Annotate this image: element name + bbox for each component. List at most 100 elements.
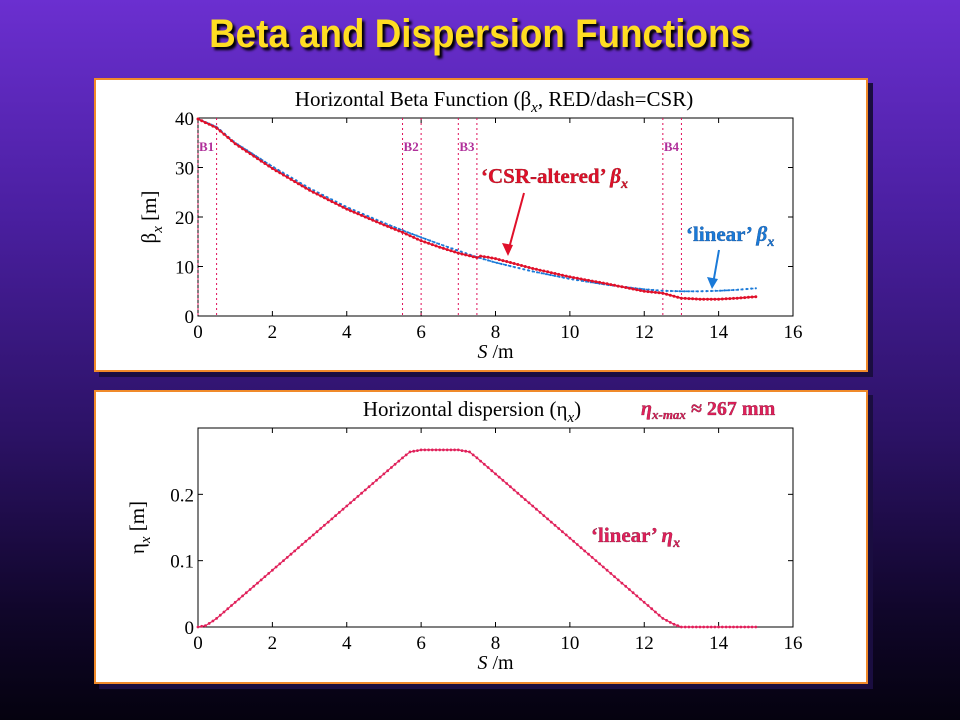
x-tick-label: 16 (784, 322, 803, 343)
dispersion-point (482, 462, 486, 466)
dispersion-point (382, 472, 386, 476)
dispersion-point (360, 491, 363, 495)
linear-beta-point (420, 236, 423, 239)
x-tick-label: 12 (635, 633, 654, 654)
csr-beta-point (330, 200, 334, 204)
linear-beta-point (558, 275, 561, 278)
dispersion-point (378, 475, 382, 479)
dispersion-point (527, 501, 531, 505)
csr-beta-point (345, 207, 349, 211)
x-tick-label: 6 (416, 633, 426, 654)
csr-beta-point (311, 190, 315, 194)
csr-beta-point (549, 271, 553, 275)
csr-beta-point (538, 268, 542, 272)
dispersion-point (241, 594, 245, 598)
linear-beta-point (366, 214, 369, 218)
dispersion-point (244, 591, 248, 595)
dispersion-point (445, 448, 449, 452)
csr-beta-point (627, 286, 631, 290)
dispersion-point (598, 562, 601, 566)
dispersion-chart: 0 2 4 6 8 10 12 14 16 0 0.1 0.2 Horizontal dispersio… (125, 397, 803, 674)
linear-beta-point (348, 207, 351, 210)
linear-beta-point (669, 289, 673, 293)
csr-beta-point (352, 210, 356, 214)
linear-beta-point (692, 290, 695, 293)
dispersion-point (672, 622, 676, 626)
csr-beta-point (620, 285, 624, 289)
linear-beta-point (656, 289, 659, 292)
dispersion-point (568, 536, 572, 540)
x-tick-label: 16 (784, 633, 803, 654)
dispersion-point (356, 495, 360, 498)
dispersion-point (694, 625, 698, 629)
csr-beta-point (244, 149, 248, 153)
linear-beta-point (678, 290, 682, 293)
dispersion-point (442, 448, 445, 452)
csr-beta-point (746, 295, 750, 299)
dispersion-point (304, 539, 308, 543)
dispersion-point (371, 482, 375, 485)
dispersion-point (531, 504, 535, 508)
csr-beta-point (226, 135, 230, 139)
x-tick-label: 6 (416, 322, 426, 343)
linear-beta-point (714, 289, 717, 292)
dispersion-point (587, 552, 590, 556)
csr-arrow-head (502, 243, 513, 256)
dispersion-point (594, 559, 598, 562)
dispersion-point (386, 469, 390, 473)
csr-beta-point (196, 117, 200, 121)
csr-beta-point (564, 274, 568, 278)
dispersion-point (542, 514, 546, 517)
chart-title: Horizontal dispersion (ηx) (363, 397, 581, 426)
dispersion-point (628, 588, 631, 591)
csr-beta-point (579, 277, 583, 281)
csr-beta-point (516, 263, 520, 266)
dispersion-point (564, 533, 568, 537)
dispersion-point (538, 511, 542, 514)
csr-beta-point (631, 287, 635, 291)
dispersion-point (349, 501, 352, 505)
beta-function-panel: 0 2 4 6 8 10 12 14 16 0 10 20 30 40 Horizontal Beta Fu… (94, 78, 868, 372)
csr-beta-point (683, 296, 687, 300)
csr-beta-point (668, 293, 672, 297)
dispersion-point (323, 523, 326, 527)
csr-beta-point (337, 203, 341, 207)
csr-beta-point (601, 281, 605, 285)
dispersion-point (601, 565, 605, 569)
csr-beta-point (560, 273, 564, 277)
csr-beta-point (315, 192, 319, 196)
dispersion-point (505, 482, 509, 485)
csr-beta-point (401, 230, 404, 234)
csr-beta-point (274, 169, 278, 173)
linear-beta-point (723, 289, 726, 292)
csr-beta-point (720, 297, 724, 301)
y-axis-label: ηx [m] (125, 501, 154, 554)
x-axis-label: S /m (477, 341, 514, 363)
dispersion-point (416, 449, 419, 452)
plot-frame (197, 117, 794, 317)
csr-beta-point (598, 280, 602, 284)
dispersion-point (486, 466, 490, 469)
dispersion-point (397, 459, 401, 463)
dispersion-point (497, 475, 501, 479)
dispersion-point (501, 478, 505, 482)
dispersion-point (754, 625, 758, 629)
csr-beta-point (371, 218, 375, 222)
csr-beta-point (319, 194, 323, 198)
csr-beta-point (505, 260, 509, 263)
csr-beta-point (590, 279, 594, 283)
dispersion-point (516, 491, 520, 495)
dispersion-point (665, 619, 668, 622)
csr-beta-point (248, 152, 252, 156)
linear-beta-point (429, 239, 432, 242)
csr-beta-point (575, 276, 579, 280)
csr-beta-point (490, 256, 494, 260)
csr-beta-point (408, 234, 412, 238)
csr-beta-point (423, 240, 427, 244)
dispersion-point (654, 610, 657, 614)
linear-beta-point (513, 266, 516, 269)
dispersion-point (363, 488, 367, 492)
dispersion-point (464, 449, 468, 453)
csr-beta-point (553, 272, 557, 275)
x-tick-label: 8 (491, 322, 501, 343)
